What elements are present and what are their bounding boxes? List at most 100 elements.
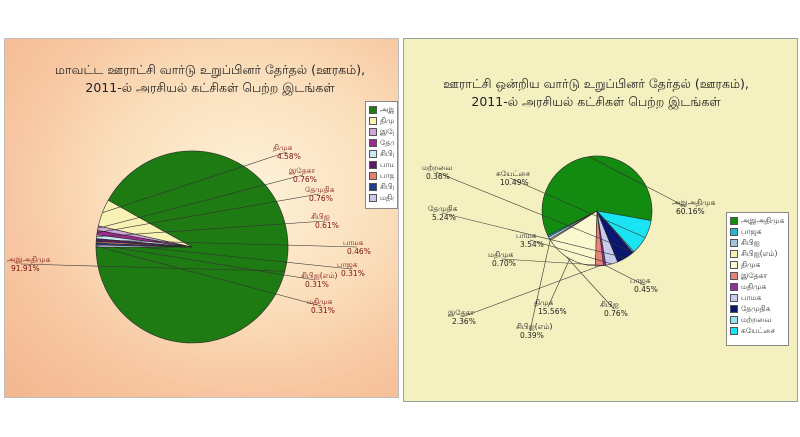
legend-swatch [730, 305, 738, 313]
legend-label: சிபிஐ(எ [380, 182, 394, 191]
leader-line-1-10 [509, 177, 646, 238]
slice-label-1-1: பாஜக [630, 276, 651, 286]
slice-value-1-4: 15.56% [538, 307, 567, 316]
legend-item-0-8: மதிமுக [369, 192, 394, 203]
legend-item-1-10: சுயேட்சை [730, 325, 785, 336]
legend-item-1-5: இதேகா [730, 270, 785, 281]
legend-item-0-4: சிபிஐ [369, 148, 394, 159]
legend-label: சிபிஐ [380, 149, 394, 158]
legend-label: மதிமுக [380, 193, 394, 202]
slice-value-1-2: 0.76% [604, 309, 628, 318]
slice-value-0-3: 0.76% [309, 194, 333, 203]
left-chart-title: மாவட்ட ஊராட்சி வார்டு உறுப்பினர் தேர்தல்… [54, 62, 366, 95]
right-pie-chart: அஇஅதிமுக60.16% பாஜக0.45% சிபிஐ0.76% சிபிஐ(எ… [422, 155, 715, 340]
slice-value-1-3: 0.39% [520, 331, 544, 340]
slice-label-1-4: திமுக [534, 298, 553, 308]
slice-value-0-8: 0.31% [311, 306, 335, 315]
legend-item-0-2: இதேகா [369, 126, 394, 137]
legend-item-0-3: தேமுதிக [369, 137, 394, 148]
legend-label: திமுக [741, 260, 761, 269]
leader-line-0-8 [95, 245, 322, 307]
legend-swatch [730, 228, 738, 236]
leader-line-1-4 [547, 258, 571, 308]
legend-swatch [369, 128, 377, 136]
slice-value-0-1: 4.58% [277, 152, 301, 161]
legend-swatch [730, 250, 738, 258]
legend-item-1-2: சிபிஐ [730, 237, 785, 248]
slice-label-1-9: மற்றவை [422, 163, 453, 172]
legend-swatch [730, 294, 738, 302]
slice-label-0-3: தேமுதிக [305, 185, 335, 195]
legend-swatch [369, 172, 377, 180]
legend-label: இதேகா [380, 127, 394, 136]
legend-swatch [369, 161, 377, 169]
slice-value-0-7: 0.31% [305, 280, 329, 289]
slice-label-0-8: மதிமுக [307, 297, 333, 307]
leader-line-0-1 [102, 151, 288, 213]
leader-line-1-5 [461, 265, 600, 318]
slice-value-1-6: 0.70% [492, 259, 516, 268]
slice-value-0-5: 0.46% [347, 247, 371, 256]
slice-label-1-8: தேமுதிக [428, 204, 458, 214]
legend-label: மற்றவை [741, 315, 772, 324]
legend-label: சிபிஐ [741, 238, 760, 247]
slice-value-1-8: 5.24% [432, 213, 456, 222]
legend-item-0-7: சிபிஐ(எ [369, 181, 394, 192]
right-chart-title: ஊராட்சி ஒன்றிய வார்டு உறுப்பினர் தேர்தல்… [443, 76, 749, 109]
leader-line-0-5 [96, 239, 358, 248]
slice-label-1-3: சிபிஐ(எம்) [516, 322, 553, 331]
legend-item-1-7: பாமக [730, 292, 785, 303]
legend-swatch [730, 316, 738, 324]
legend-label: சுயேட்சை [741, 326, 775, 335]
leader-line-1-0 [588, 156, 687, 208]
legend-swatch [369, 183, 377, 191]
slice-label-1-0: அஇஅதிமுக [672, 198, 715, 208]
slice-value-1-5: 2.36% [452, 317, 476, 326]
legend-label: தேமுதிக [741, 304, 771, 313]
slice-label-1-10: சுயேட்சை [496, 169, 531, 178]
slice-label-0-5: பாமக [343, 238, 364, 247]
legend-label: பாஜக [380, 171, 394, 180]
slice-value-0-0: 91.91% [11, 264, 40, 273]
left-chart-panel: மாவட்ட ஊராட்சி வார்டு உறுப்பினர் தேர்தல்… [4, 38, 399, 398]
legend-item-1-6: மதிமுக [730, 281, 785, 292]
slice-value-1-0: 60.16% [676, 207, 705, 216]
legend-label: பாஜக [741, 227, 762, 236]
legend-label: அஇஅதி [380, 105, 394, 114]
leader-line-1-8 [441, 212, 626, 259]
leader-line-1-6 [501, 258, 605, 266]
left-pie-chart: அஇஅதிமுக91.91%திமுக4.58%இதேகா0.76%தேமுதி… [7, 143, 371, 344]
leader-line-1-9 [435, 171, 634, 253]
leader-line-0-2 [97, 174, 304, 229]
slice-label-1-2: சிபிஐ [600, 300, 620, 309]
legend-label: பாமக [741, 293, 762, 302]
slice-value-1-7: 3.54% [520, 240, 544, 249]
legend-item-1-4: திமுக [730, 259, 785, 270]
legend-item-0-5: பாமக [369, 159, 394, 170]
right-chart-legend: அஇஅதிமுக பாஜக சிபிஐ சிபிஐ(எம்) திமுக இதேகா மதி… [726, 212, 789, 346]
slice-value-0-6: 0.31% [341, 269, 365, 278]
slice-value-1-9: 0.36% [426, 172, 450, 181]
legend-label: சிபிஐ(எம்) [741, 249, 778, 258]
legend-label: இதேகா [741, 271, 768, 280]
legend-label: திமுக [380, 116, 394, 125]
slice-value-1-1: 0.45% [634, 285, 658, 294]
legend-swatch [730, 283, 738, 291]
slice-value-0-2: 0.76% [293, 175, 317, 184]
legend-item-1-9: மற்றவை [730, 314, 785, 325]
legend-item-1-0: அஇஅதிமுக [730, 215, 785, 226]
leader-line-0-3 [97, 193, 320, 233]
leader-line-1-3 [529, 239, 551, 332]
slice-label-1-5: இதேகா [448, 308, 475, 318]
right-chart-panel: ஊராட்சி ஒன்றிய வார்டு உறுப்பினர் தேர்தல்… [403, 38, 798, 402]
legend-swatch [730, 217, 738, 225]
pie-slice-0-8 [95, 244, 193, 248]
legend-swatch [730, 261, 738, 269]
slice-label-0-7: சிபிஐ(எம்) [301, 271, 338, 280]
slice-label-0-1: திமுக [273, 143, 292, 153]
slice-value-0-4: 0.61% [315, 221, 339, 230]
legend-swatch [369, 150, 377, 158]
leader-line-0-7 [95, 243, 316, 281]
slice-label-1-6: மதிமுக [488, 250, 514, 260]
legend-item-1-3: சிபிஐ(எம்) [730, 248, 785, 259]
